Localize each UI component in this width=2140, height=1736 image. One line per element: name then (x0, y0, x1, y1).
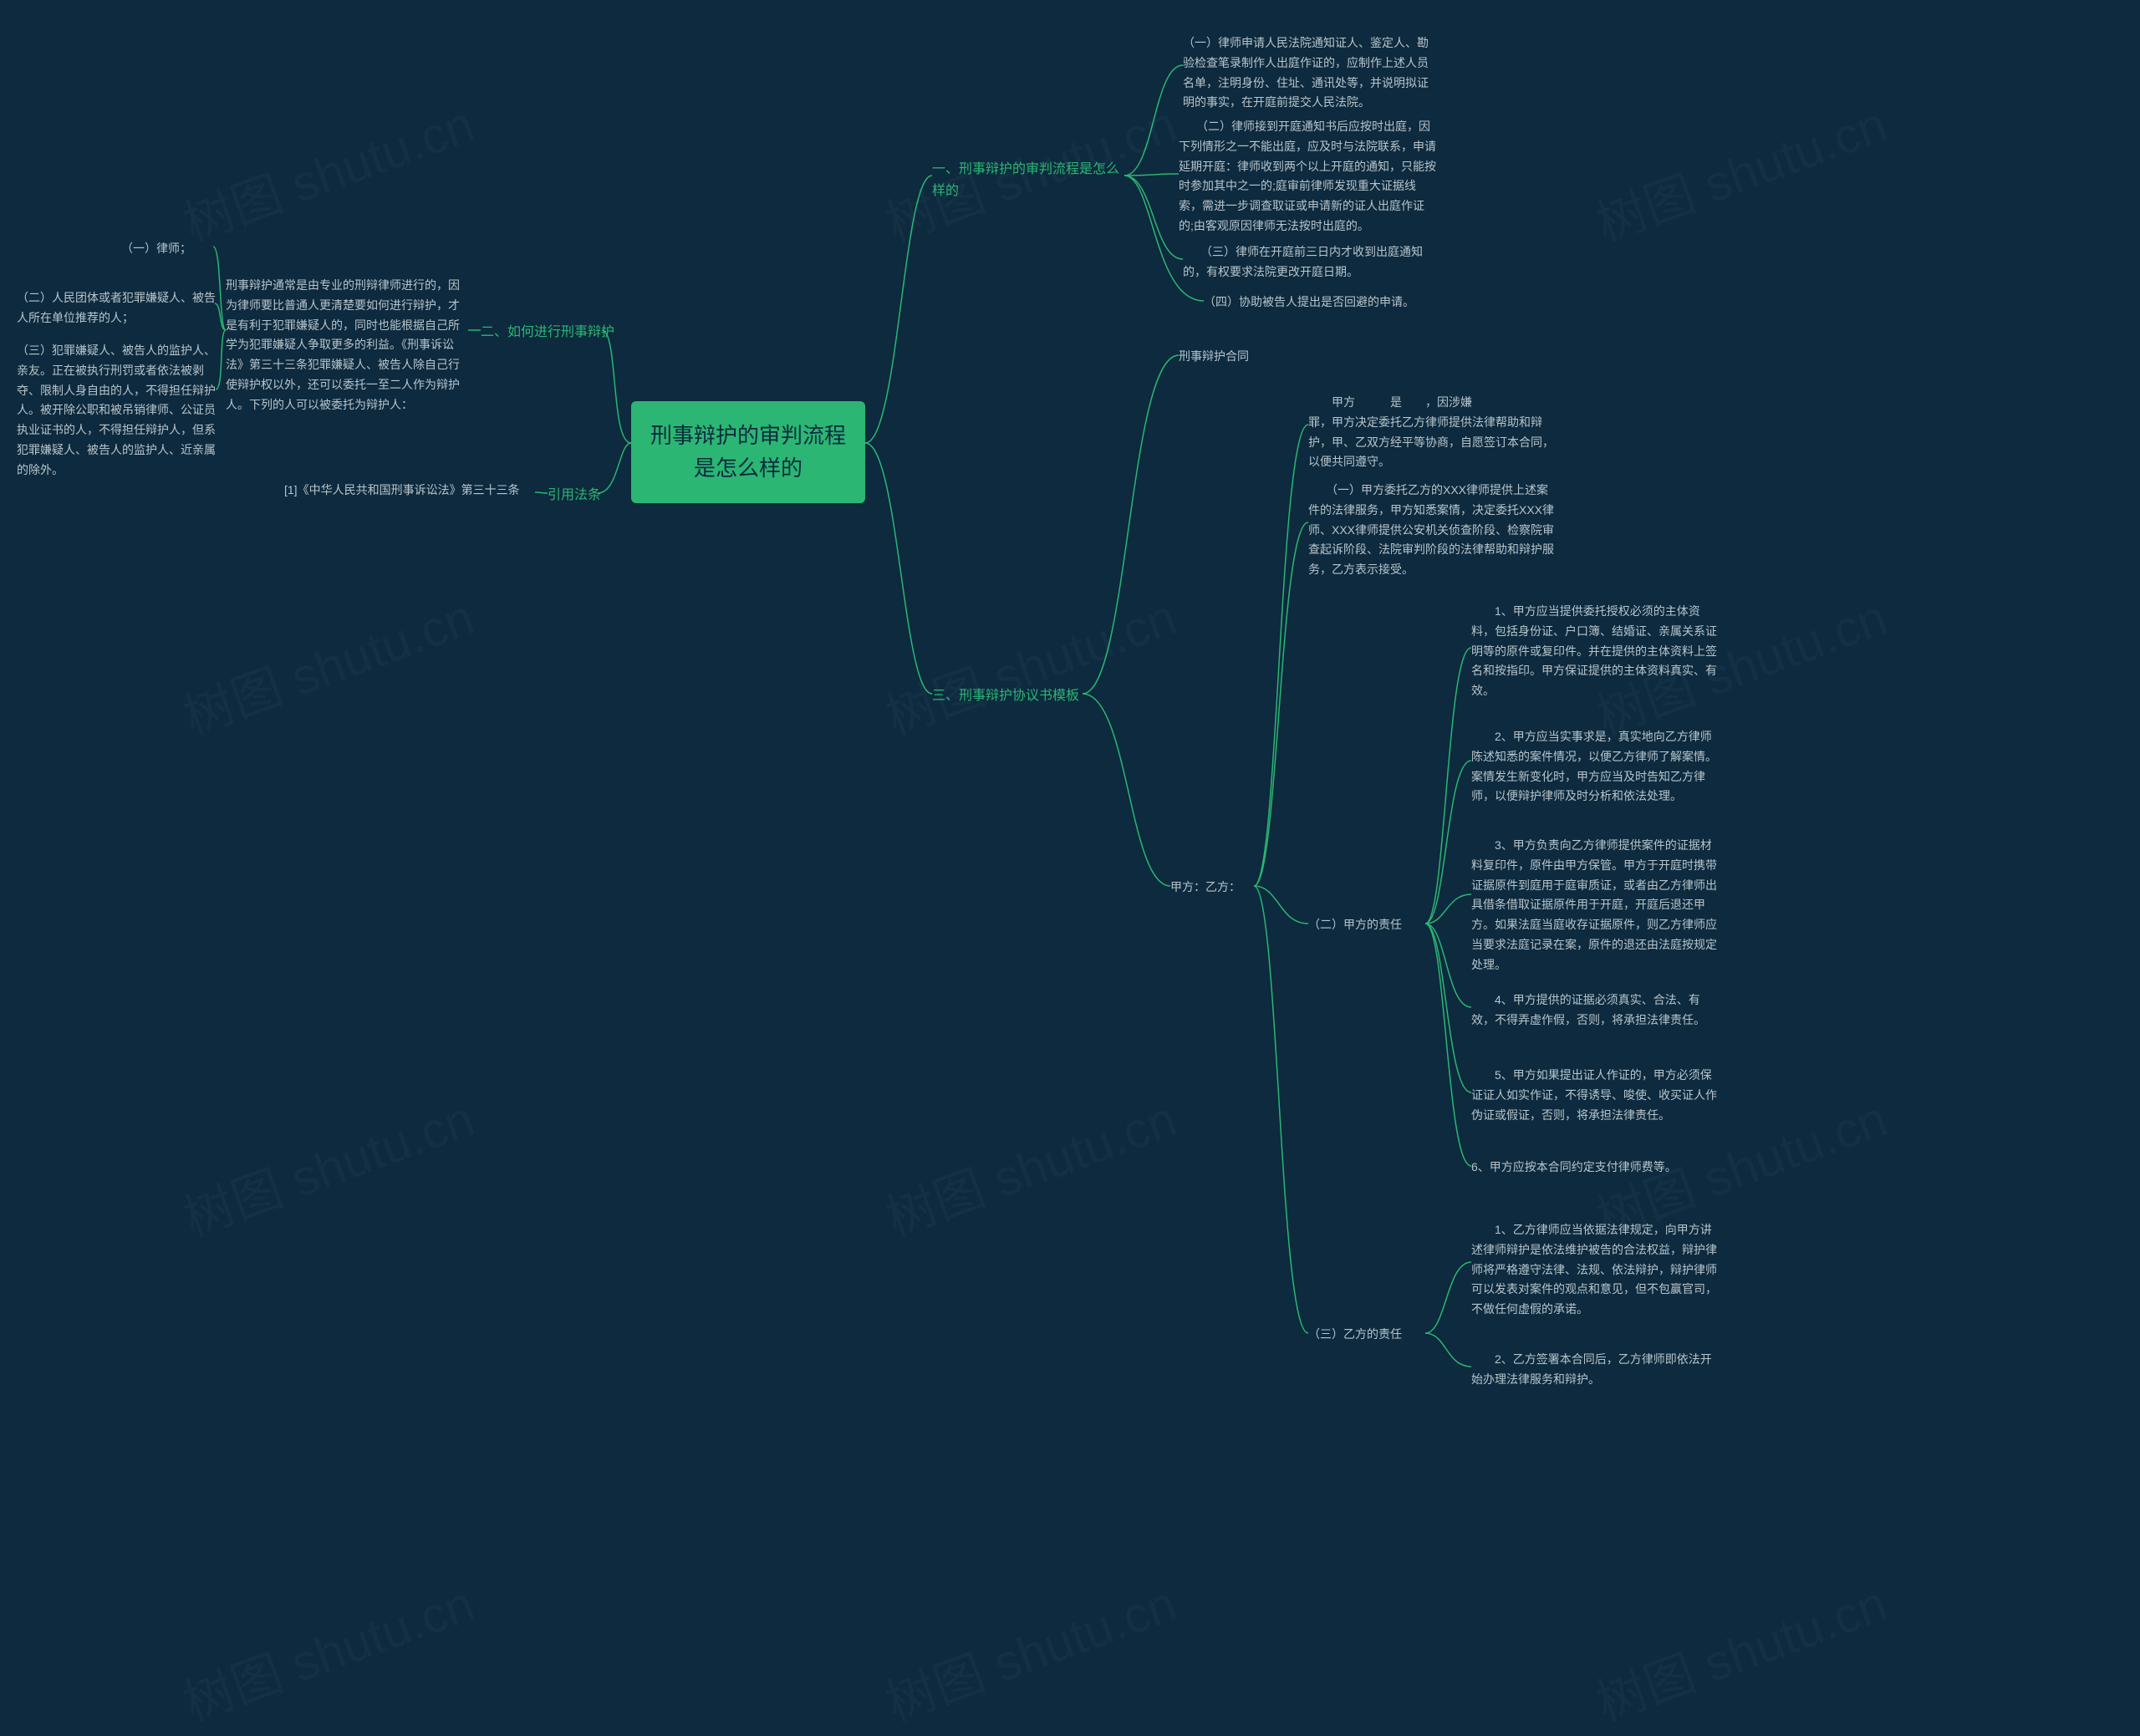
watermark: 树图 shutu.cn (172, 1563, 482, 1735)
leaf-node: 5、甲方如果提出证人作证的，甲方必须保证证人如实作证，不得诱导、唆使、收买证人作… (1471, 1066, 1722, 1125)
leaf-node: 2、甲方应当实事求是，真实地向乙方律师陈述知悉的案件情况，以便乙方律师了解案情。… (1471, 727, 1722, 807)
branch-node: 二、如何进行刑事辩护 (481, 322, 614, 344)
leaf-node: （一）律师申请人民法院通知证人、鉴定人、勘验检查笔录制作人出庭作证的，应制作上述… (1183, 33, 1434, 113)
watermark: 树图 shutu.cn (874, 1563, 1185, 1735)
watermark: 树图 shutu.cn (1585, 84, 1895, 256)
leaf-node: 4、甲方提供的证据必须真实、合法、有效，不得弄虚作假，否则，将承担法律责任。 (1471, 990, 1722, 1031)
leaf-node: [1]《中华人民共和国刑事诉讼法》第三十三条 (284, 481, 520, 501)
leaf-node: （二）甲方的责任 (1308, 915, 1402, 935)
leaf-node: 刑事辩护合同 (1179, 347, 1249, 367)
watermark: 树图 shutu.cn (874, 577, 1185, 749)
leaf-node: （三）乙方的责任 (1308, 1325, 1402, 1345)
connector-layer (0, 0, 2140, 1715)
leaf-node: 6、甲方应按本合同约定支付律师费等。 (1471, 1158, 1677, 1178)
leaf-node: 1、甲方应当提供委托授权必须的主体资料，包括身份证、户口簿、结婚证、亲属关系证明… (1471, 602, 1722, 701)
mindmap-root: 刑事辩护的审判流程是怎么样的 (631, 401, 865, 503)
leaf-node: 3、甲方负责向乙方律师提供案件的证据材料复印件，原件由甲方保管。甲方于开庭时携带… (1471, 836, 1722, 975)
branch-node: 三、刑事辩护协议书模板 (932, 685, 1079, 707)
watermark: 树图 shutu.cn (172, 577, 482, 749)
leaf-node: （一）甲方委托乙方的XXX律师提供上述案件的法律服务，甲方知悉案情，决定委托XX… (1308, 481, 1559, 580)
branch-node: 一、刑事辩护的审判流程是怎么样的 (932, 159, 1124, 201)
watermark: 树图 shutu.cn (1585, 1563, 1895, 1735)
watermark: 树图 shutu.cn (172, 84, 482, 256)
watermark: 树图 shutu.cn (172, 1078, 482, 1250)
watermark: 树图 shutu.cn (874, 1078, 1185, 1250)
leaf-node: （三）律师在开庭前三日内才收到出庭通知的，有权要求法院更改开庭日期。 (1183, 242, 1434, 283)
leaf-node: （四）协助被告人提出是否回避的申请。 (1204, 293, 1414, 313)
leaf-node: （二）人民团体或者犯罪嫌疑人、被告人所在单位推荐的人； (17, 288, 217, 328)
leaf-node: 甲方 是 ，因涉嫌 罪，甲方决定委托乙方律师提供法律帮助和辩护，甲、乙双方经平等… (1308, 393, 1559, 472)
leaf-node: （一）律师； (121, 239, 191, 259)
leaf-node: 刑事辩护通常是由专业的刑辩律师进行的，因为律师要比普通人更清楚要如何进行辩护，才… (226, 276, 468, 415)
leaf-node: （二）律师接到开庭通知书后应按时出庭，因下列情形之一不能出庭，应及时与法院联系，… (1179, 117, 1438, 237)
leaf-node: 2、乙方签署本合同后，乙方律师即依法开始办理法律服务和辩护。 (1471, 1350, 1722, 1390)
leaf-node: 甲方：乙方： (1170, 878, 1241, 898)
leaf-node: （三）犯罪嫌疑人、被告人的监护人、亲友。正在被执行刑罚或者依法被剥夺、限制人身自… (17, 341, 222, 481)
branch-node: 引用法条 (548, 485, 601, 507)
leaf-node: 1、乙方律师应当依据法律规定，向甲方讲述律师辩护是依法维护被告的合法权益，辩护律… (1471, 1220, 1722, 1320)
